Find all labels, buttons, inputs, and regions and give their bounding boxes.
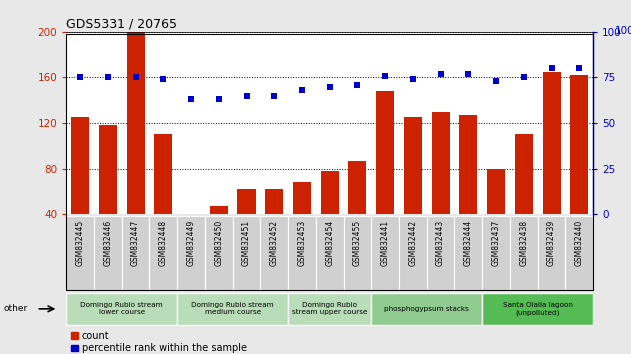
Bar (177, 216, 205, 290)
Bar (288, 293, 371, 325)
Bar (565, 216, 593, 290)
Bar (348, 161, 367, 214)
Point (324, 84, 334, 89)
Bar (543, 72, 560, 214)
Bar (66, 216, 94, 290)
Bar (265, 189, 283, 214)
Bar (233, 216, 261, 290)
Text: phosphogypsum stacks: phosphogypsum stacks (384, 306, 469, 312)
Bar (293, 182, 311, 214)
Bar (177, 293, 288, 325)
Text: GSM832444: GSM832444 (464, 219, 473, 266)
Point (463, 71, 473, 76)
Bar (343, 216, 371, 290)
Bar (261, 216, 288, 290)
Text: GSM832455: GSM832455 (353, 219, 362, 266)
Point (269, 93, 280, 98)
Point (380, 73, 390, 79)
Point (158, 76, 168, 82)
Bar (482, 216, 510, 290)
Bar (94, 216, 122, 290)
Y-axis label: 100%: 100% (615, 27, 631, 36)
Point (297, 87, 307, 93)
Bar (371, 216, 399, 290)
Point (546, 65, 557, 71)
Bar (427, 216, 454, 290)
Bar (515, 135, 533, 214)
Bar (122, 216, 150, 290)
Point (408, 76, 418, 82)
Bar (99, 125, 117, 214)
Point (574, 65, 584, 71)
Bar (538, 216, 565, 290)
Bar (482, 293, 593, 325)
Bar (570, 75, 588, 214)
Text: GSM832440: GSM832440 (575, 219, 584, 266)
Bar (155, 135, 172, 214)
Text: GSM832448: GSM832448 (159, 219, 168, 266)
Text: GSM832441: GSM832441 (380, 219, 390, 266)
Point (435, 71, 445, 76)
Point (242, 93, 252, 98)
Legend: count, percentile rank within the sample: count, percentile rank within the sample (71, 331, 247, 353)
Bar (237, 189, 256, 214)
Point (214, 97, 224, 102)
Bar (510, 216, 538, 290)
Bar (487, 169, 505, 214)
Text: GSM832438: GSM832438 (519, 219, 528, 266)
Text: Domingo Rubio
stream upper course: Domingo Rubio stream upper course (292, 302, 367, 315)
Text: GSM832449: GSM832449 (187, 219, 196, 266)
Point (131, 75, 141, 80)
Text: GSM832451: GSM832451 (242, 219, 251, 266)
Bar (205, 216, 233, 290)
Text: GSM832442: GSM832442 (408, 219, 417, 266)
Bar (288, 216, 316, 290)
Bar (316, 216, 343, 290)
Point (103, 75, 113, 80)
Text: Domingo Rubio stream
medium course: Domingo Rubio stream medium course (191, 302, 274, 315)
Point (519, 75, 529, 80)
Point (186, 97, 196, 102)
Text: GSM832445: GSM832445 (76, 219, 85, 266)
Text: GSM832450: GSM832450 (215, 219, 223, 266)
Point (75, 75, 85, 80)
Bar (150, 216, 177, 290)
Point (352, 82, 362, 87)
Text: GSM832439: GSM832439 (547, 219, 556, 266)
Bar (66, 293, 177, 325)
Bar (376, 91, 394, 214)
Text: other: other (3, 304, 27, 313)
Bar (321, 171, 339, 214)
Bar (404, 117, 422, 214)
Text: GSM832454: GSM832454 (325, 219, 334, 266)
Point (491, 78, 501, 84)
Bar (127, 32, 144, 214)
Text: GSM832437: GSM832437 (492, 219, 500, 266)
Text: GSM832443: GSM832443 (436, 219, 445, 266)
Text: GSM832446: GSM832446 (103, 219, 112, 266)
Bar (459, 115, 478, 214)
Bar (209, 206, 228, 214)
Text: Santa Olalla lagoon
(unpolluted): Santa Olalla lagoon (unpolluted) (503, 302, 572, 316)
Text: GSM832453: GSM832453 (297, 219, 307, 266)
Bar (371, 293, 482, 325)
Bar (454, 216, 482, 290)
Bar (432, 112, 450, 214)
Text: GSM832452: GSM832452 (269, 219, 279, 266)
Text: GDS5331 / 20765: GDS5331 / 20765 (66, 18, 177, 31)
Text: GSM832447: GSM832447 (131, 219, 140, 266)
Text: Domingo Rubio stream
lower course: Domingo Rubio stream lower course (80, 302, 163, 315)
Bar (71, 117, 89, 214)
Bar (399, 216, 427, 290)
